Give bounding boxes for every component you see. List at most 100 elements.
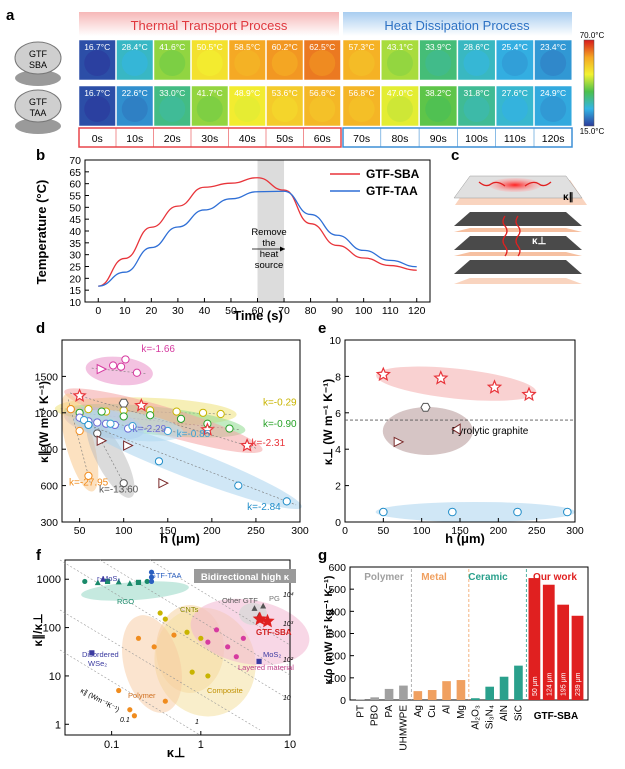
data-point-triangle [251,605,258,611]
x-tick-label: 60 [252,305,264,317]
pyrolytic-graphite-label: Pyrolytic graphite [452,426,529,437]
open-band [382,407,473,455]
slope-label: k=-0.85 [177,429,211,440]
bar-ceramic [485,686,494,700]
panel-b-label: b [36,147,45,164]
data-point [225,644,231,650]
g-ylabel: κ/ρ (mW m² kg⁻¹ K⁻¹) [323,575,335,684]
label-othergtf: Other GTF [222,596,258,605]
data-point-triangle [115,578,122,585]
panel-a: a Thermal Transport Process Heat Dissipa… [6,7,605,148]
bar-metal [442,681,451,700]
sample-disk [234,96,261,122]
y-tick-label: 50 [69,202,81,214]
label-cnts: CNTs [180,605,199,614]
bar-ours [542,584,555,700]
label-wse2: WSe₂ [88,659,107,668]
data-point-star [521,386,537,402]
x-tick-label: 300 [566,525,584,537]
y-tick-label: 1000 [37,574,61,586]
panel-e-regions [375,366,575,522]
data-point [154,457,164,466]
data-point [121,355,130,364]
bar-polymer [384,688,394,700]
e-xlabel: h (μm) [445,531,485,546]
sample-disk [196,96,223,122]
panel-d-marks [66,355,291,506]
data-point-triangle [260,602,267,609]
label-composite: Composite [207,686,243,695]
open-triangle [158,477,169,489]
y-tick-label: 300 [40,517,58,529]
panel-d-label: d [36,320,45,337]
sample-disk [386,50,413,76]
tile-temperature: 50.5°C [197,42,223,52]
bar-polymer [370,697,379,700]
data-point [379,507,388,517]
data-point [205,673,211,679]
tile-temperature: 47.0°C [387,88,413,98]
data-point [189,669,195,675]
sample-disk [348,50,375,76]
data-point [84,405,93,414]
bar-polymer [399,685,408,700]
tile-temperature: 62.5°C [309,42,335,52]
data-point [148,574,155,580]
e-ylabel: κ⊥ (W m⁻¹ K⁻¹) [321,379,335,465]
data-point [66,405,75,414]
panel-f-axes: 0.1 1 10 1 10 100 1000 [37,559,296,751]
x-tick-label: 20 [146,305,158,317]
group-polymer: Polymer [364,572,404,583]
y-tick-label: 10 [49,671,61,683]
sample-disk [121,50,148,76]
data-point-star [72,388,87,402]
tile-temperature: 33.0°C [159,88,185,98]
x-tick-label: 150 [451,525,469,537]
bar-ceramic [514,665,523,700]
data-point [233,654,239,660]
slope-label: k=-2.84 [247,502,281,513]
data-point [171,632,177,638]
sample-disk [159,96,186,122]
data-point [162,616,168,622]
data-point-triangle [96,363,108,375]
diag-tick-2: 10 [283,695,291,702]
data-point-star [486,379,503,394]
open-triangle [96,435,108,447]
gtf-sba-star [260,613,275,628]
y-tick-label: 8 [335,371,341,383]
tile-temperature: 28.4°C [122,42,148,52]
data-point [93,418,102,427]
colorbar-max: 70.0°C [580,31,605,40]
data-point [172,407,181,416]
x-tick-label: Al [442,705,453,714]
b-xlabel: Time (s) [233,308,283,323]
sample2-puck: GTF TAA [14,89,62,134]
y-tick-label: 70 [69,155,81,167]
sample-disk [309,96,336,122]
y-tick-label: 55 [69,191,81,203]
label-polymer: Polymer [128,691,156,700]
group2-title: Heat Dissipation Process [384,18,530,33]
data-point [513,507,522,517]
bar-metal [413,691,423,700]
slope-label: k=-2.31 [252,438,286,449]
sample-disk [540,96,567,122]
data-point [82,578,88,585]
y-tick-label: 6 [335,408,341,420]
sample-disk [463,96,490,122]
panel-g-label: g [318,547,327,564]
legend-gtf-sba: GTF-SBA [366,167,420,181]
y-tick-label: 45 [69,214,81,226]
x-tick-label: UHMWPE [398,705,409,751]
data-point [75,426,84,436]
time-label: 70s [353,133,370,145]
time-label: 10s [126,133,143,145]
data-point [84,420,93,430]
label-rmos2: r-MoS₂ [97,574,120,583]
bar-ceramic [471,698,480,700]
bar-ours [557,604,570,700]
tile-temperature: 56.8°C [349,88,375,98]
star-band [376,366,537,401]
sample1-puck: GTF SBA [14,41,62,86]
